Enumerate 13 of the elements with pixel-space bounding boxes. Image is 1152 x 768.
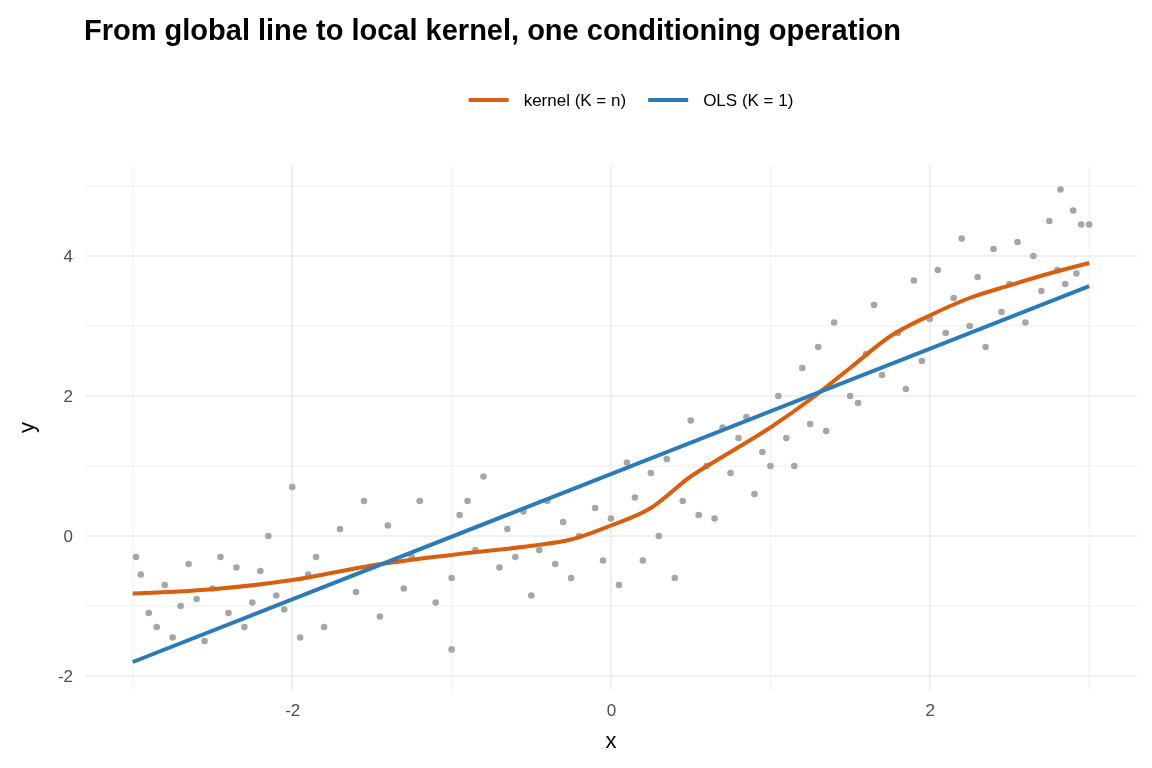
y-tick-label: -2 xyxy=(57,666,73,686)
x-tick-label: -2 xyxy=(285,701,301,721)
y-axis-title: y xyxy=(14,422,39,433)
y-tick-label: 4 xyxy=(63,246,73,266)
y-tick-label: 0 xyxy=(63,526,73,546)
legend-label: OLS (K = 1) xyxy=(703,91,794,110)
line-series xyxy=(130,261,1092,596)
legend-label: kernel (K = n) xyxy=(523,91,627,110)
chart-title: From global line to local kernel, one conditioning operation xyxy=(84,14,901,46)
x-tick-label: 2 xyxy=(925,701,936,721)
x-tick-label: 0 xyxy=(606,701,617,721)
y-tick-label: 2 xyxy=(63,386,73,406)
x-axis-title: x xyxy=(605,728,617,753)
